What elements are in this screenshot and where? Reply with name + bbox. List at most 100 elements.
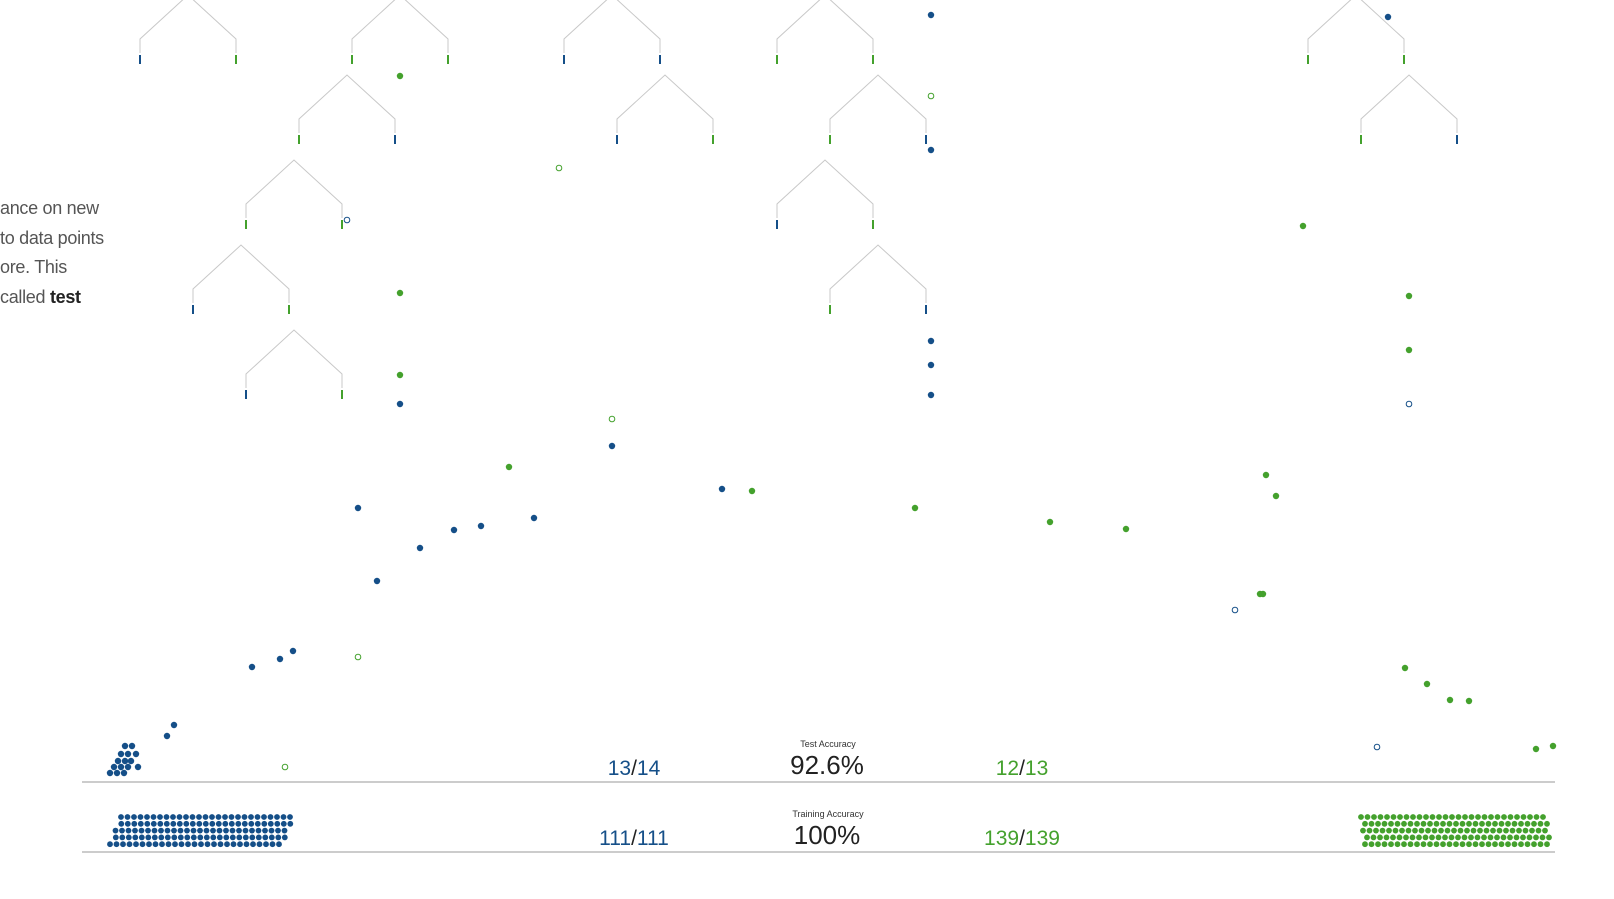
training-point [255, 827, 262, 834]
training-point [1362, 841, 1368, 848]
tree-branch [616, 74, 714, 133]
training-point [224, 841, 230, 848]
training-point [228, 814, 235, 820]
tree-branch [829, 74, 927, 133]
training-point [1422, 834, 1429, 841]
training-point [254, 814, 261, 820]
training-point [1468, 814, 1475, 820]
test-accuracy-value: 92.6% [790, 750, 864, 780]
training-point [1496, 827, 1503, 834]
training-point [184, 834, 191, 841]
tree-branch [298, 74, 396, 133]
data-point [117, 763, 125, 771]
training-point [1472, 820, 1479, 827]
training-point [132, 834, 139, 841]
tree-split-node [829, 74, 927, 144]
training-point [261, 814, 267, 820]
training-point [1540, 814, 1546, 820]
tree-split-node [563, 0, 661, 64]
data-point [608, 442, 616, 450]
training-point [250, 841, 256, 848]
training-point [1470, 827, 1477, 834]
training-point [1425, 827, 1431, 834]
test-right-fraction: 12/13 [996, 757, 1049, 780]
data-point [1122, 525, 1130, 533]
training-point [125, 834, 132, 841]
training-point [1518, 820, 1524, 827]
training-point [1390, 834, 1396, 841]
training-point [223, 834, 230, 841]
training-point [1533, 814, 1540, 820]
training-point [112, 834, 119, 841]
training-left-slash: / [631, 827, 637, 850]
training-point [1431, 827, 1438, 834]
training-point [1388, 820, 1394, 827]
training-point [170, 814, 176, 820]
training-point [1468, 834, 1474, 841]
training-point [1514, 814, 1520, 820]
training-point [1509, 827, 1516, 834]
training-point [1481, 814, 1488, 820]
training-point [1435, 834, 1442, 841]
tree-split-node [139, 0, 237, 64]
training-point [119, 827, 125, 834]
tree-split-node [192, 244, 290, 314]
training-point [1542, 827, 1548, 834]
training-point [202, 814, 209, 820]
training-point [1451, 827, 1457, 834]
tree-branch [1307, 0, 1405, 53]
training-point [209, 814, 215, 820]
training-point [133, 841, 139, 848]
training-point [1494, 834, 1500, 841]
training-point [203, 834, 210, 841]
training-accuracy-value: 100% [794, 820, 861, 850]
training-point [1466, 820, 1472, 827]
training-point [183, 814, 189, 820]
training-point [176, 814, 183, 820]
data-point [396, 400, 404, 408]
data-points-layer [106, 11, 1557, 777]
data-point [134, 763, 142, 771]
tree-branch [829, 244, 927, 303]
training-point [1522, 827, 1529, 834]
data-point [1532, 745, 1540, 753]
training-point [280, 814, 287, 820]
training-point [1440, 820, 1446, 827]
training-point [229, 834, 236, 841]
training-point [204, 841, 211, 848]
tree-branch [351, 0, 449, 53]
training-point [210, 834, 217, 841]
data-point-misclassified [1405, 400, 1413, 408]
training-point [281, 827, 288, 834]
training-point [1379, 827, 1386, 834]
data-point [927, 146, 935, 154]
data-point-misclassified [608, 415, 616, 423]
data-point [170, 721, 178, 729]
training-point [1401, 820, 1407, 827]
training-point [210, 827, 216, 834]
data-point-misclassified [281, 763, 289, 771]
training-point [1449, 814, 1455, 820]
training-point [1405, 827, 1412, 834]
training-point [151, 834, 158, 841]
training-point [1375, 841, 1381, 848]
training-point [1457, 827, 1464, 834]
training-point [1442, 834, 1448, 841]
tree-split-node [245, 329, 343, 399]
data-point [911, 504, 919, 512]
training-point [269, 841, 276, 848]
training-accuracy-title: Training Accuracy [792, 809, 864, 819]
training-point [1427, 841, 1433, 848]
training-point [163, 820, 170, 827]
training-point [163, 814, 170, 820]
training-point [222, 814, 228, 820]
training-point [1392, 827, 1399, 834]
training-point [1381, 820, 1388, 827]
training-point [1377, 814, 1384, 820]
training-point [1479, 841, 1485, 848]
training-point [261, 820, 268, 827]
training-point [1384, 814, 1390, 820]
training-point [1414, 820, 1420, 827]
test-right-correct: 12 [996, 757, 1019, 780]
training-point [1368, 820, 1375, 827]
